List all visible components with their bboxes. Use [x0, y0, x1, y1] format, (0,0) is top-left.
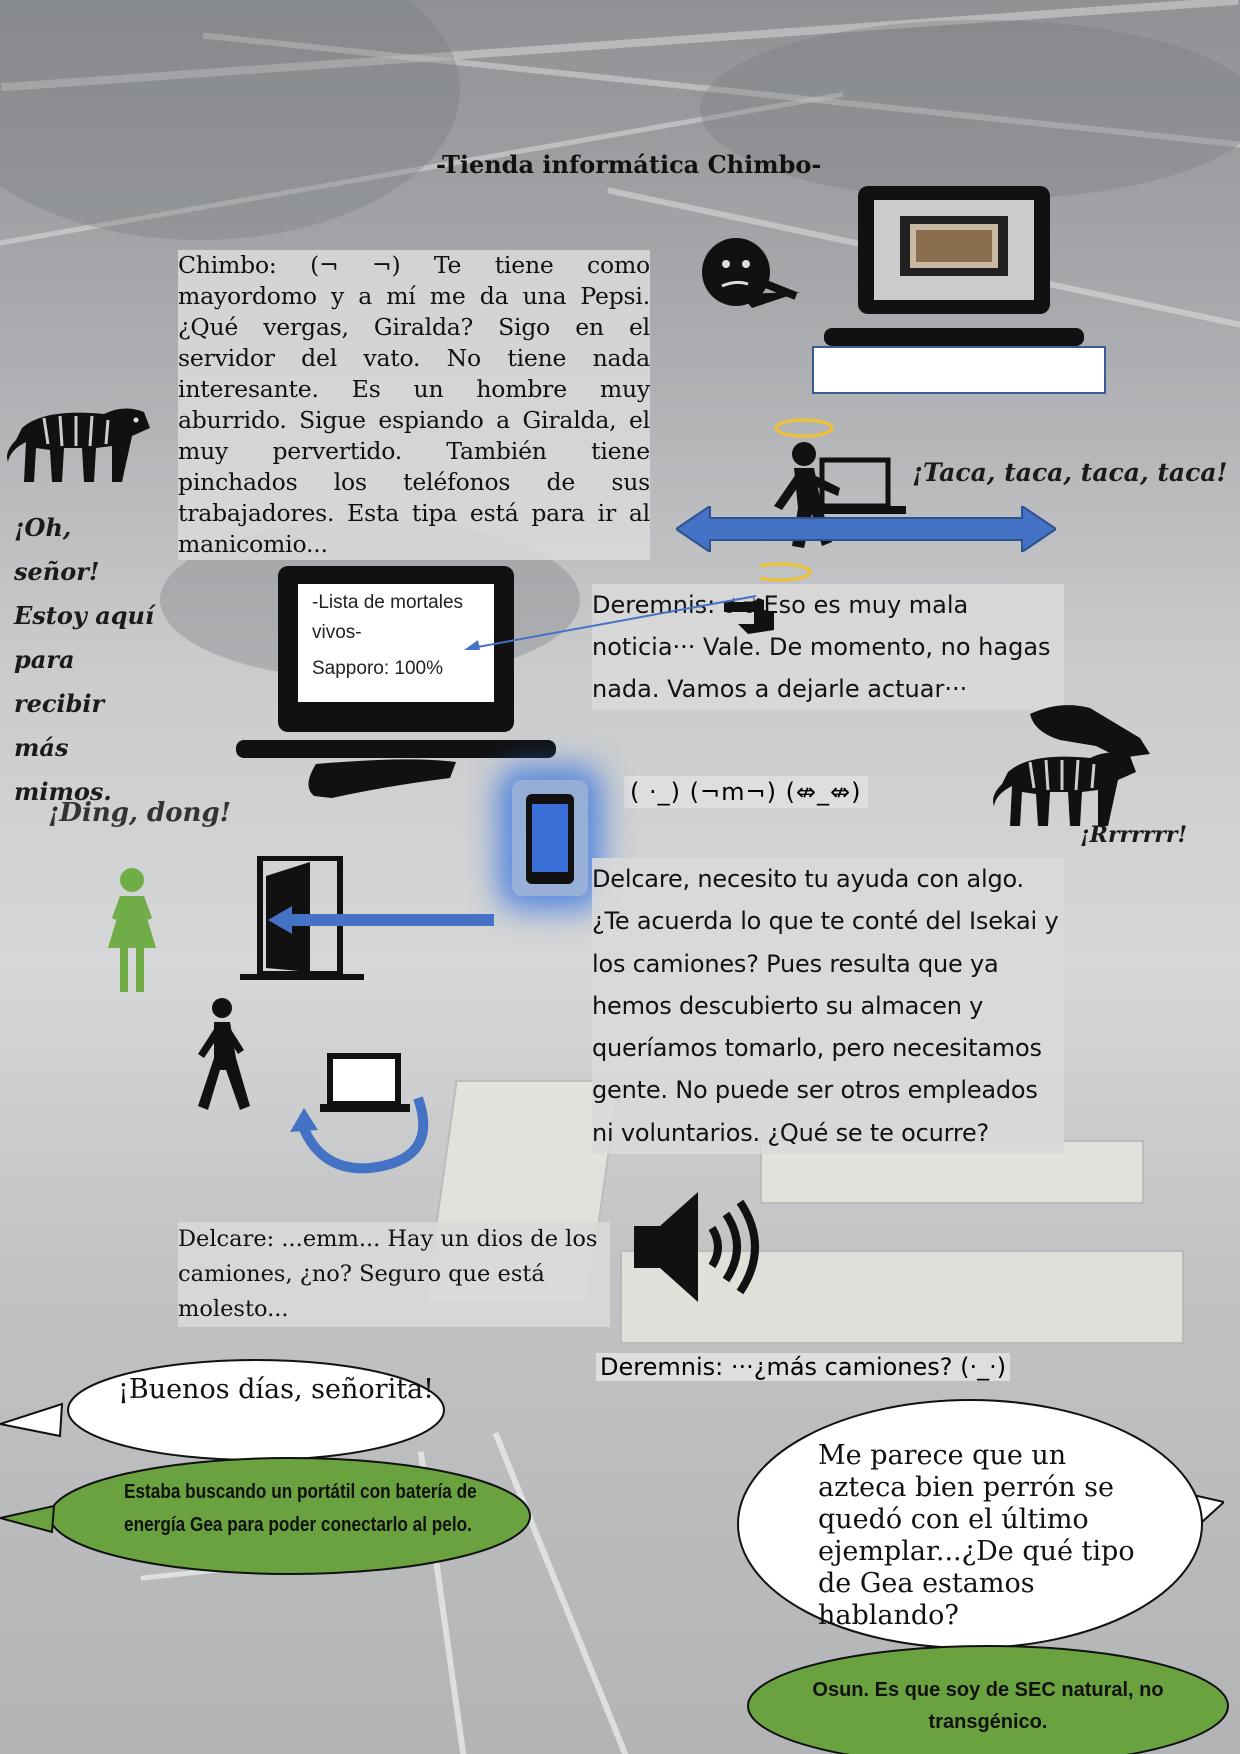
speech-bubble-answer: Osun. Es que soy de SEC natural, no tran…	[742, 1640, 1234, 1754]
thinking-face-icon	[700, 238, 804, 316]
doorbell-sound-text: ¡Ding, dong!	[48, 798, 232, 828]
chimbo-dialogue: Chimbo: (¬ ¬) Te tiene como mayordomo y …	[178, 250, 650, 560]
tiger-speech: ¡Oh, señor! Estoy aquí para recibir más …	[14, 513, 155, 806]
mortals-list-entry: Sapporo: 100%	[312, 658, 443, 679]
request-text: Estaba buscando un portátil con batería …	[124, 1481, 477, 1536]
mortals-list-screen: -Lista de mortales vivos- Sapporo: 100%	[298, 584, 494, 702]
tiger-icon	[4, 398, 154, 484]
petting-hand-icon	[1030, 700, 1154, 770]
enter-arrow-icon	[268, 906, 494, 934]
deremnis-dialogue-1: Deremnis: ಠ ಠ Eso es muy mala noticia···…	[592, 584, 1064, 710]
deremnis-request-dialogue: Delcare, necesito tu ayuda con algo. ¿Te…	[592, 858, 1064, 1155]
typing-sound-text: ¡Taca, taca, taca, taca!	[912, 458, 1228, 487]
laptop-return-icon	[290, 1050, 440, 1176]
speaker-icon	[634, 1192, 764, 1302]
speech-bubble-request: Estaba buscando un portátil con batería …	[40, 1454, 534, 1578]
tiger-icon	[990, 742, 1140, 828]
double-arrow-icon	[676, 506, 1056, 552]
answer-text: Osun. Es que soy de SEC natural, no tran…	[812, 1679, 1164, 1733]
reply-text: Me parece que un azteca bien perrón se q…	[818, 1440, 1135, 1631]
angel-worker-laptop-icon	[760, 418, 910, 588]
speech-bubble-greeting: ¡Buenos días, señorita!	[48, 1354, 448, 1464]
greeting-text: ¡Buenos días, señorita!	[118, 1374, 434, 1405]
speech-bubble-reply: Me parece que un azteca bien perrón se q…	[730, 1392, 1224, 1654]
pointer-line-icon	[460, 592, 760, 652]
laptop-caption-box	[812, 346, 1106, 394]
woman-icon	[100, 868, 164, 994]
pointing-hand-icon	[724, 594, 776, 638]
delcare-dialogue: Delcare: ...emm... Hay un dios de los ca…	[178, 1222, 610, 1327]
kaomoji-row: ( ·_) (¬m¬) (⇎_⇎)	[624, 776, 868, 808]
speech-bubble-tail	[0, 1400, 64, 1440]
walking-man-icon	[190, 998, 254, 1114]
laptop-icon	[824, 186, 1084, 356]
page-title: -Tienda informática Chimbo-	[436, 150, 822, 179]
smartphone-icon	[512, 780, 588, 896]
mortals-list-subtitle: vivos-	[312, 622, 362, 643]
tiger-growl-text: ¡Rrrrrrr!	[1080, 822, 1188, 848]
mortals-list-title: -Lista de mortales	[312, 592, 464, 613]
deremnis-dialogue-2: Deremnis: ···¿más camiones? (·_·)	[596, 1353, 1011, 1381]
speech-bubble-tail	[0, 1500, 56, 1536]
